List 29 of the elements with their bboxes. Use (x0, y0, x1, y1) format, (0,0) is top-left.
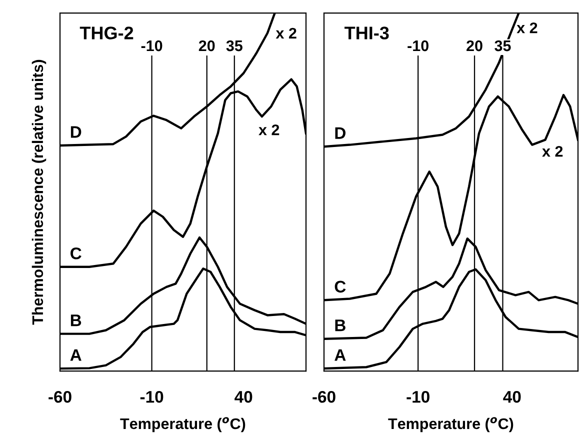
ref-line-label: -10 (408, 40, 428, 52)
x-tick-label: -10 (406, 390, 430, 403)
y-axis-title: Thermoluminescence (relative units) (32, 60, 46, 325)
series-label: B (335, 320, 346, 332)
text: THI-3 (344, 26, 389, 40)
x-axis-title: Temperature ($^{o}$C) (388, 417, 514, 432)
series-label: A (70, 349, 82, 361)
series-label: A (334, 349, 346, 361)
x-tick-label: 40 (234, 390, 252, 403)
ref-line-label: 20 (198, 40, 215, 52)
annotation: x 2 (542, 146, 563, 157)
ref-line-label: -10 (141, 40, 162, 52)
series-label: D (70, 126, 82, 138)
x-tick-label: -60 (48, 390, 72, 403)
ref-line-label: 35 (494, 40, 511, 52)
x-axis-title: Temperature ($^{o}$C) (120, 417, 246, 432)
ref-line-label: 20 (466, 40, 482, 52)
series-label: D (335, 127, 346, 139)
x-tick-label: -10 (140, 390, 164, 403)
series-label: B (70, 314, 82, 326)
text: THG-2 (80, 26, 134, 40)
series-label: C (334, 280, 346, 293)
annotation: x 2 (258, 124, 280, 136)
ref-line-label: 35 (226, 40, 242, 52)
annotation: x 2 (276, 28, 296, 38)
x-tick-label: 40 (503, 390, 521, 403)
annotation: x 2 (516, 22, 538, 34)
x-tick-label: -60 (312, 390, 336, 403)
series-label: C (70, 247, 82, 260)
